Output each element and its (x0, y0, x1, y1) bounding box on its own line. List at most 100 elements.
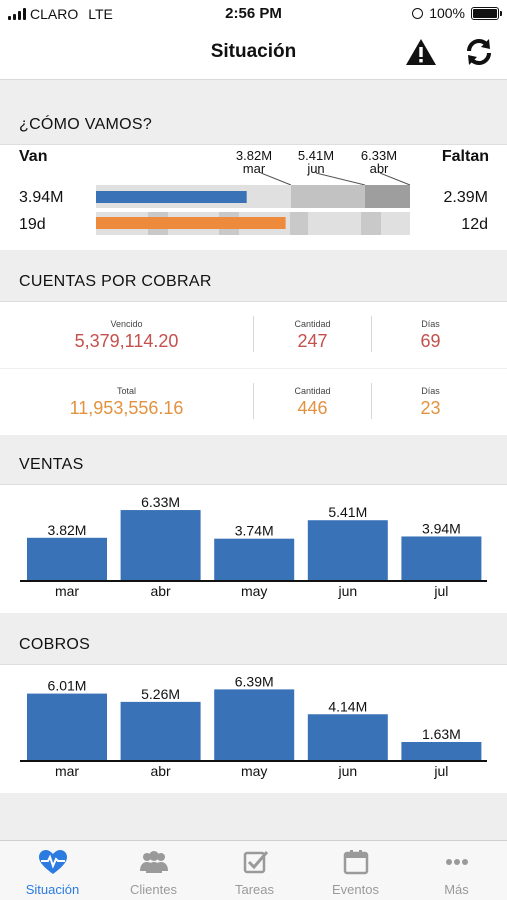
van-label: Van (19, 148, 48, 165)
bottom-spacer (0, 793, 507, 840)
bar-may (214, 689, 295, 760)
warning-icon (406, 39, 436, 65)
total-cantidad: Cantidad 446 (254, 369, 371, 435)
divider (253, 316, 254, 352)
category-label: jul (433, 763, 448, 779)
como-vamos-panel: Van Faltan 3.82M mar 5.41M jun 6.33M abr… (0, 145, 507, 250)
bar-value-label: 6.39M (235, 673, 274, 689)
cell-value: 11,953,556.16 (69, 398, 184, 418)
marker-value: 6.33M (360, 148, 398, 163)
bar-jul (401, 741, 482, 760)
tab-bar: Situación Clientes Tareas Eventos Más (0, 840, 507, 900)
section-title: COBROS (19, 636, 91, 653)
heartbeat-icon (39, 850, 67, 874)
tab-label: Clientes (130, 882, 177, 897)
tab-mas[interactable]: Más (406, 841, 507, 900)
cell-label: Días (421, 386, 440, 396)
ventas-bar-chart: 3.82M mar 6.33M abr 3.74M may 5.41M jun 3.94M jul (20, 494, 487, 599)
section-title: CUENTAS POR COBRAR (19, 273, 212, 290)
bar-value-label: 3.74M (235, 523, 274, 539)
ventas-chart: 3.82M mar 6.33M abr 3.74M may 5.41M jun 3.94M jul (0, 485, 507, 613)
bar-value-label: 6.33M (141, 494, 180, 510)
tab-label: Tareas (234, 882, 275, 897)
amount-track-segment (365, 185, 410, 208)
divider (253, 383, 254, 419)
marker-line (315, 172, 366, 186)
status-right: 100% (412, 5, 502, 21)
nav-header: Situación (0, 26, 507, 80)
marker-abr: 6.33M abr (354, 149, 404, 175)
vencido-dias: Días 69 (372, 302, 489, 368)
van-days: 19d (19, 216, 46, 233)
marker-month: abr (369, 161, 389, 176)
total-row[interactable]: Total 11,953,556.16 Cantidad 446 Días 23 (0, 369, 507, 435)
bar-jul (401, 536, 482, 580)
bar-value-label: 3.94M (422, 520, 461, 536)
marker-value: 3.82M (235, 148, 273, 163)
category-label: abr (150, 763, 171, 779)
section-header-cuentas: CUENTAS POR COBRAR (0, 250, 507, 302)
bar-jun (307, 714, 388, 760)
status-bar: CLARO LTE 2:56 PM 100% (0, 0, 507, 26)
refresh-button[interactable] (463, 37, 495, 67)
refresh-icon (467, 39, 491, 65)
category-label: mar (55, 583, 79, 599)
cell-label: Total (116, 386, 136, 396)
bar-may (214, 538, 295, 580)
van-amount: 3.94M (19, 189, 64, 206)
bar-value-label: 5.26M (141, 686, 180, 702)
bar-value-label: 3.82M (48, 522, 87, 538)
bar-abr (120, 701, 201, 760)
carrier-name: CLARO (30, 6, 79, 22)
faltan-days: 12d (461, 216, 488, 233)
tab-situacion[interactable]: Situación (2, 841, 103, 900)
bar-value-label: 6.01M (48, 678, 87, 694)
section-title: ¿CÓMO VAMOS? (19, 116, 153, 133)
marker-line (379, 172, 411, 186)
signal-icon (8, 8, 26, 20)
section-header-como-vamos: ¿CÓMO VAMOS? (0, 80, 507, 145)
marker-month: jun (307, 161, 325, 176)
warning-button[interactable] (405, 37, 437, 67)
days-tick (290, 212, 308, 235)
total-amount: Total 11,953,556.16 (0, 369, 253, 435)
tab-tareas[interactable]: Tareas (204, 841, 305, 900)
carrier-info: CLARO LTE (8, 6, 113, 22)
divider (371, 316, 372, 352)
rotation-lock-icon (412, 7, 424, 19)
amount-progress-fill (96, 191, 247, 203)
marker-line (260, 172, 292, 186)
section-header-cobros: COBROS (0, 613, 507, 665)
bar-mar (27, 537, 107, 580)
days-progress-fill (96, 217, 286, 229)
faltan-label: Faltan (441, 148, 489, 165)
bar-abr (120, 510, 201, 580)
checkbox-icon (243, 851, 269, 874)
tab-label: Más (444, 882, 469, 897)
cell-value: 5,379,114.20 (74, 331, 179, 351)
users-icon (140, 851, 168, 873)
battery-icon (471, 6, 502, 20)
cell-value: 69 (420, 331, 441, 351)
battery-percent: 100% (429, 5, 465, 21)
category-label: may (241, 583, 267, 599)
row-separator (0, 368, 507, 369)
divider (371, 383, 372, 419)
bar-mar (27, 693, 107, 760)
category-label: abr (150, 583, 171, 599)
cell-value: 23 (420, 398, 441, 418)
tab-label: Eventos (332, 882, 379, 897)
tab-eventos[interactable]: Eventos (305, 841, 406, 900)
category-label: jul (433, 583, 448, 599)
cell-value: 446 (297, 398, 328, 418)
network-type: LTE (88, 6, 113, 22)
faltan-amount: 2.39M (443, 189, 488, 206)
tab-clientes[interactable]: Clientes (103, 841, 204, 900)
clock: 2:56 PM (225, 5, 282, 22)
vencido-row[interactable]: Vencido 5,379,114.20 Cantidad 247 Días 6… (0, 302, 507, 368)
cell-label: Cantidad (294, 319, 331, 329)
category-label: jun (337, 763, 357, 779)
cobros-bar-chart: 6.01M mar 5.26M abr 6.39M may 4.14M jun 1.63M jul (20, 673, 487, 779)
progress-bars (96, 172, 411, 235)
section-header-ventas: VENTAS (0, 435, 507, 485)
